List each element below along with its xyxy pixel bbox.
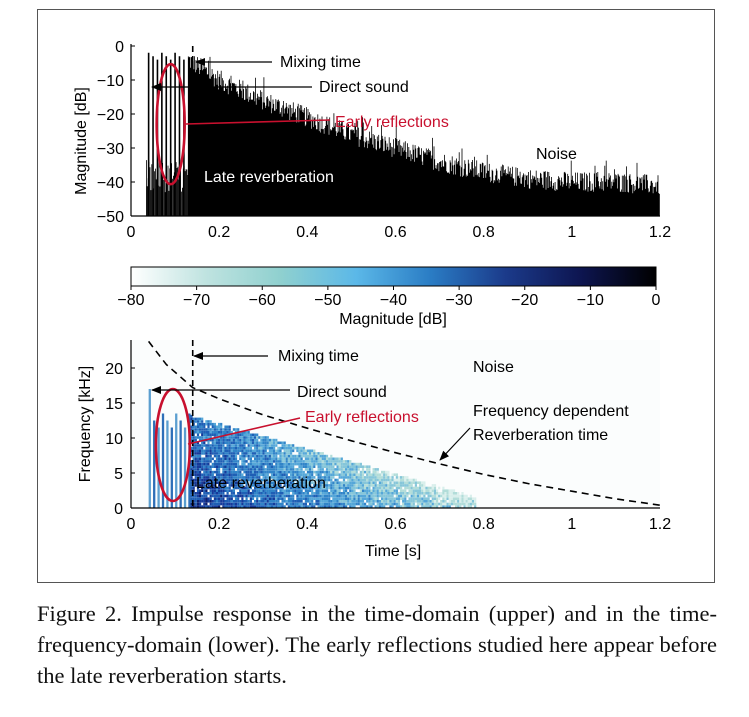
upper-x-tick-label: 0.4 (296, 224, 318, 241)
lower-late-reverberation-energy (190, 414, 477, 508)
upper-early-reflections-ellipse (155, 62, 186, 186)
upper-early-reflections-pointer (185, 119, 331, 125)
lower-x-tick-label: 1 (567, 516, 576, 533)
lower-y-tick-label: 5 (114, 466, 123, 483)
lower-direct-sound-label: Direct sound (297, 384, 387, 401)
colorbar-tick-labels: −80 −70 −60 −50 −40 −30 −20 −10 0 (117, 286, 661, 309)
colorbar-tick-label: −50 (314, 292, 341, 309)
upper-y-tick-label: −10 (97, 73, 124, 90)
lower-y-tick-labels: 0 5 10 15 20 (105, 361, 135, 518)
lower-reflection-streak (175, 413, 178, 508)
lower-x-tick-label: 0.2 (208, 516, 230, 533)
lower-early-reflections-pointer (187, 417, 301, 445)
upper-direct-sound-label: Direct sound (319, 79, 409, 96)
colorbar-gradient (130, 266, 657, 287)
lower-early-reflections-ellipse (154, 387, 192, 503)
lower-reflection-streak (183, 427, 187, 508)
upper-y-axis-label: Magnitude [dB] (73, 87, 90, 195)
upper-mixing-time-label: Mixing time (280, 54, 361, 71)
lower-reflection-streak (157, 427, 160, 508)
colorbar-tick-label: 0 (652, 292, 661, 309)
lower-plot: 0 0.2 0.4 0.6 0.8 1 1.2 0 5 10 15 20 Time [s] Freq… (77, 340, 671, 560)
upper-axes (130, 44, 660, 217)
colorbar-tick-label: −40 (380, 292, 407, 309)
upper-x-tick-label: 1.2 (649, 224, 671, 241)
lower-y-tick-label: 15 (105, 396, 123, 413)
lower-x-tick-label: 0 (127, 516, 136, 533)
upper-decay-trace (187, 56, 660, 216)
lower-reverb-time-label: Reverberation time (473, 427, 608, 444)
upper-x-tick-labels: 0 0.2 0.4 0.6 0.8 1 1.2 (127, 224, 672, 241)
figure-frame (37, 9, 715, 583)
upper-early-reflections-label: Early reflections (335, 114, 449, 131)
upper-x-tick-label: 0.8 (473, 224, 495, 241)
colorbar: −80 −70 −60 −50 −40 −30 −20 −10 0 Magnitude [dB] (117, 266, 661, 328)
lower-x-axis-label: Time [s] (365, 543, 421, 560)
lower-early-reflections-label: Early reflections (305, 409, 419, 426)
upper-y-tick-label: −30 (97, 141, 124, 158)
lower-y-tick-label: 20 (105, 361, 123, 378)
colorbar-tick-label: −10 (577, 292, 604, 309)
lower-reverberation-time-curve (147, 340, 661, 506)
upper-y-tick-label: −50 (97, 209, 124, 226)
upper-y-tick-label: −40 (97, 175, 124, 192)
upper-x-tick-label: 0 (127, 224, 136, 241)
upper-y-tick-label: 0 (115, 39, 124, 56)
lower-x-tick-label: 1.2 (649, 516, 671, 533)
lower-y-tick-label: 10 (105, 431, 123, 448)
lower-y-tick-label: 0 (114, 501, 123, 518)
lower-reflection-streak (170, 427, 173, 508)
lower-reflection-streak (161, 413, 165, 508)
lower-reflection-streak (153, 420, 156, 508)
upper-impulse-response-series (146, 52, 660, 216)
upper-x-tick-label: 0.6 (384, 224, 406, 241)
figure-caption: Figure 2. Impulse response in the time-d… (37, 601, 717, 688)
upper-noise-label: Noise (536, 146, 577, 163)
lower-noise-label: Noise (473, 359, 514, 376)
upper-late-reverberation-label: Late reverberation (204, 169, 334, 186)
colorbar-label: Magnitude [dB] (339, 311, 447, 328)
lower-reverb-time-arrow (439, 427, 471, 461)
lower-y-axis-label: Frequency [kHz] (77, 366, 94, 482)
lower-reflection-streak (148, 389, 151, 508)
colorbar-tick-label: −30 (446, 292, 473, 309)
upper-y-tick-label: −20 (97, 107, 124, 124)
lower-x-tick-label: 0.8 (473, 516, 495, 533)
lower-x-tick-label: 0.4 (296, 516, 318, 533)
upper-y-tick-labels: 0 −10 −20 −30 −40 −50 (97, 39, 135, 226)
lower-spectrogram (131, 340, 660, 508)
lower-freq-dependent-label: Frequency dependent (473, 403, 629, 420)
upper-x-tick-label: 1 (567, 224, 576, 241)
upper-x-tick-label: 0.2 (208, 224, 230, 241)
lower-reflection-streak (179, 420, 182, 508)
lower-late-reverberation-label: Late reverberation (196, 475, 326, 492)
upper-plot: 0 0.2 0.4 0.6 0.8 1 1.2 0 −10 −20 −30 −40 −50 Magni… (73, 39, 671, 241)
lower-mixing-time-label: Mixing time (278, 348, 359, 365)
lower-x-tick-labels: 0 0.2 0.4 0.6 0.8 1 1.2 (127, 516, 672, 533)
colorbar-tick-label: −70 (183, 292, 210, 309)
lower-reflection-streak (166, 420, 169, 508)
colorbar-tick-label: −20 (511, 292, 538, 309)
lower-x-tick-label: 0.6 (384, 516, 406, 533)
colorbar-tick-label: −80 (117, 292, 144, 309)
colorbar-tick-label: −60 (249, 292, 276, 309)
